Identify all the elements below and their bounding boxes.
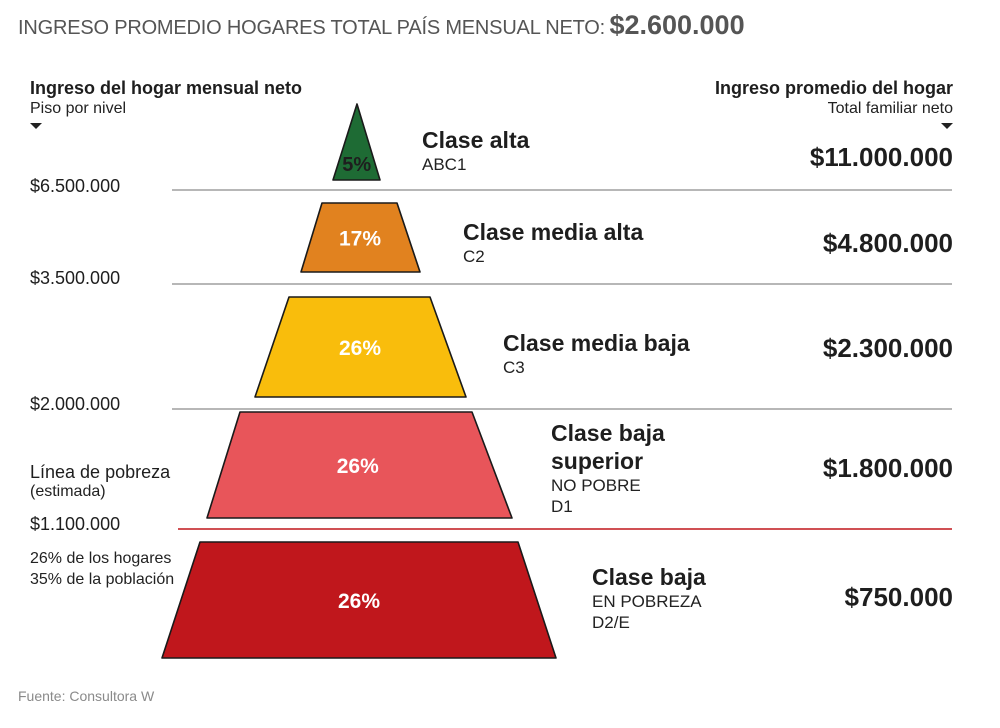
left-column-subtitle: Piso por nivel — [30, 100, 127, 117]
level-percent-label: 26% — [338, 590, 380, 613]
level-name: Clase media baja — [503, 330, 690, 356]
pyramid-level-alta — [332, 103, 381, 181]
right-caret-icon — [941, 123, 953, 129]
threshold-label: $1.100.000 — [30, 514, 121, 534]
poverty-line-subtitle: (estimada) — [30, 483, 106, 500]
source-note: Fuente: Consultora W — [18, 688, 155, 704]
level-percent-label: 26% — [339, 337, 381, 360]
pyramid-level-media-alta — [300, 202, 421, 273]
pyramid-level-baja-pobreza — [161, 541, 557, 659]
level-name: Clase baja — [551, 420, 665, 446]
poverty-line-title: Línea de pobreza — [30, 462, 171, 482]
poverty-households-note: 26% de los hogares — [30, 550, 172, 567]
header-label: INGRESO PROMEDIO HOGARES TOTAL PAÍS MENS… — [18, 17, 605, 39]
right-column-title: Ingreso promedio del hogar — [714, 78, 953, 98]
threshold-label: $6.500.000 — [30, 176, 121, 196]
chart-header: INGRESO PROMEDIO HOGARES TOTAL PAÍS MENS… — [18, 10, 745, 41]
level-percent-label: 26% — [337, 455, 379, 478]
level-name: Clase baja — [592, 564, 706, 590]
level-code: C2 — [463, 247, 485, 266]
level-code: D1 — [551, 497, 573, 516]
level-label-baja-pobreza: Clase baja EN POBREZA D2/E — [592, 563, 706, 633]
level-name: Clase media alta — [463, 219, 644, 245]
level-avg-income: $11.000.000 — [809, 142, 953, 172]
threshold-label: $3.500.000 — [30, 268, 121, 288]
level-percent-label: 5% — [342, 154, 371, 176]
level-name: superior — [551, 448, 644, 474]
level-percent-label: 17% — [339, 228, 381, 251]
level-avg-income: $750.000 — [844, 582, 953, 612]
level-name: Clase alta — [422, 127, 530, 153]
level-code: EN POBREZA — [592, 592, 702, 611]
header-value: $2.600.000 — [609, 10, 745, 40]
left-column-title: Ingreso del hogar mensual neto — [30, 78, 303, 98]
poverty-population-note: 35% de la población — [30, 571, 175, 588]
right-column-subtitle: Total familiar neto — [827, 100, 953, 117]
pyramid-level-media-baja — [254, 296, 467, 398]
level-code: ABC1 — [422, 155, 467, 174]
level-code: NO POBRE — [551, 476, 641, 495]
level-avg-income: $2.300.000 — [822, 333, 953, 363]
threshold-label: $2.000.000 — [30, 394, 121, 414]
level-label-baja-superior: Clase baja superior NO POBRE D1 — [551, 419, 665, 517]
level-code: D2/E — [592, 613, 630, 632]
pyramid-level-baja-superior — [206, 411, 513, 519]
level-label-alta: Clase alta ABC1 — [422, 126, 529, 175]
level-code: C3 — [503, 358, 525, 377]
level-label-media-alta: Clase media alta C2 — [463, 218, 643, 267]
level-avg-income: $1.800.000 — [822, 453, 953, 483]
level-avg-income: $4.800.000 — [822, 228, 953, 258]
left-caret-icon — [30, 123, 42, 129]
level-label-media-baja: Clase media baja C3 — [503, 329, 690, 378]
